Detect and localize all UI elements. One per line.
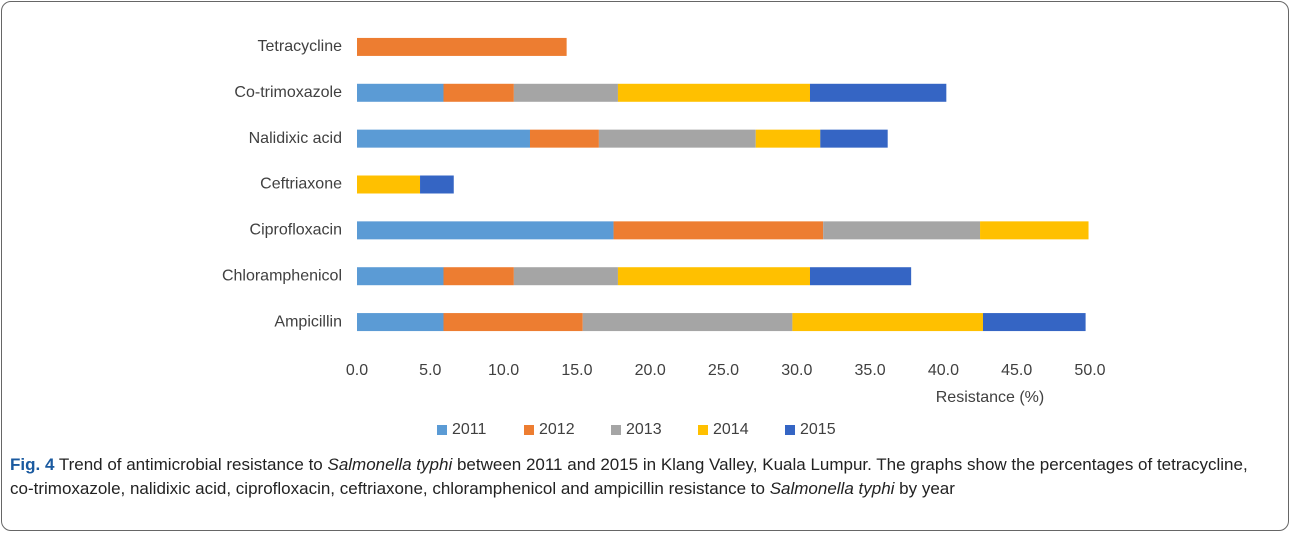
x-tick-label: 10.0 [488, 362, 519, 379]
caption-italic: Salmonella typhi [327, 455, 453, 474]
x-tick-label: 20.0 [635, 362, 666, 379]
bar-segment [792, 313, 983, 332]
legend-label: 2013 [626, 421, 662, 438]
y-tick-label: Chloramphenicol [222, 267, 342, 284]
y-tick-label: Nalidixic acid [249, 130, 342, 147]
bar-segment [529, 129, 599, 148]
y-tick-label: Ceftriaxone [260, 176, 342, 193]
legend-label: 2011 [452, 421, 487, 438]
legend-swatch [611, 425, 621, 435]
caption-text: by year [894, 479, 955, 498]
bar-segment [443, 267, 514, 286]
bar-segment [617, 83, 810, 102]
bar-segment [357, 129, 530, 148]
bar-segment [420, 175, 454, 194]
y-tick-label: Co-trimoxazole [234, 84, 342, 101]
legend-swatch [785, 425, 795, 435]
bar-segment [755, 129, 821, 148]
caption-text: between 2011 and 2015 in Klang Valley, K… [10, 455, 1248, 498]
bar-segment [513, 83, 618, 102]
y-tick-label: Tetracycline [258, 38, 343, 55]
legend-swatch [437, 425, 447, 435]
caption: Fig. 4 Trend of antimicrobial resistance… [10, 453, 1275, 501]
bar-segment [357, 175, 421, 194]
bar-segment [809, 83, 947, 102]
x-tick-label: 35.0 [855, 362, 886, 379]
bar-segment [980, 221, 1089, 240]
bar-segment [598, 129, 756, 148]
x-tick-label: 30.0 [781, 362, 812, 379]
bar-segment [809, 267, 912, 286]
bar-segment [513, 267, 618, 286]
bar-segment [982, 313, 1086, 332]
x-tick-label: 40.0 [928, 362, 959, 379]
legend-label: 2014 [713, 421, 749, 438]
x-tick-label: 25.0 [708, 362, 739, 379]
x-tick-label: 45.0 [1001, 362, 1032, 379]
bar-segment [357, 37, 567, 56]
bar-segment [443, 313, 583, 332]
bar-segment [357, 267, 444, 286]
bar-segment [582, 313, 793, 332]
legend-label: 2012 [539, 421, 575, 438]
x-axis-label: Resistance (%) [936, 389, 1044, 406]
bar-segment [613, 221, 824, 240]
bar-segment [823, 221, 981, 240]
bar-segment [820, 129, 888, 148]
bar-segment [617, 267, 810, 286]
x-tick-label: 15.0 [561, 362, 592, 379]
x-tick-label: 5.0 [419, 362, 441, 379]
bar-segment [357, 313, 444, 332]
caption-text: Trend of antimicrobial resistance to [54, 455, 328, 474]
legend-swatch [524, 425, 534, 435]
y-tick-label: Ciprofloxacin [250, 222, 342, 239]
legend-swatch [698, 425, 708, 435]
x-tick-label: 50.0 [1074, 362, 1105, 379]
bar-segment [357, 83, 444, 102]
bar-segment [443, 83, 514, 102]
y-tick-label: Ampicillin [274, 313, 342, 330]
bar-segment [357, 221, 614, 240]
caption-italic: Salmonella typhi [769, 479, 895, 498]
x-tick-label: 0.0 [346, 362, 368, 379]
caption-label: Fig. 4 [10, 455, 55, 474]
legend-label: 2015 [800, 421, 836, 438]
